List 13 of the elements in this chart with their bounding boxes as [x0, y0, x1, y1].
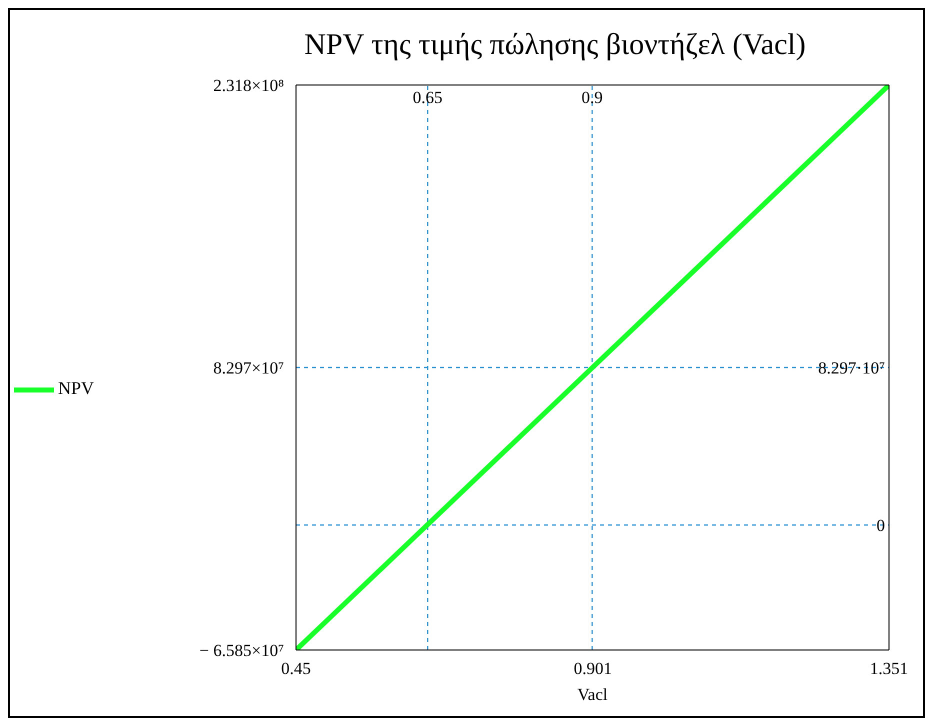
chart-title: NPV της τιμής πώλησης βιοντήζελ (Vacl): [303, 28, 807, 62]
y-tick-label: − 6.585×10⁷: [199, 641, 284, 660]
x-tick-label: 0.901: [574, 659, 612, 678]
y-tick-label: 8.297×10⁷: [213, 358, 284, 378]
ref-line-label: 0: [876, 516, 885, 536]
legend-label: NPV: [58, 378, 94, 398]
x-tick-label: 1.351: [870, 659, 908, 678]
y-tick-label: 2.318×10⁸: [213, 76, 284, 95]
ref-line-label: 8.297·10⁷: [818, 358, 886, 378]
ref-line-label: 0.65: [412, 88, 443, 107]
x-tick-label: 0.45: [281, 659, 311, 678]
x-axis-title: Vacl: [577, 685, 608, 704]
ref-line-label: 0.9: [582, 88, 603, 107]
